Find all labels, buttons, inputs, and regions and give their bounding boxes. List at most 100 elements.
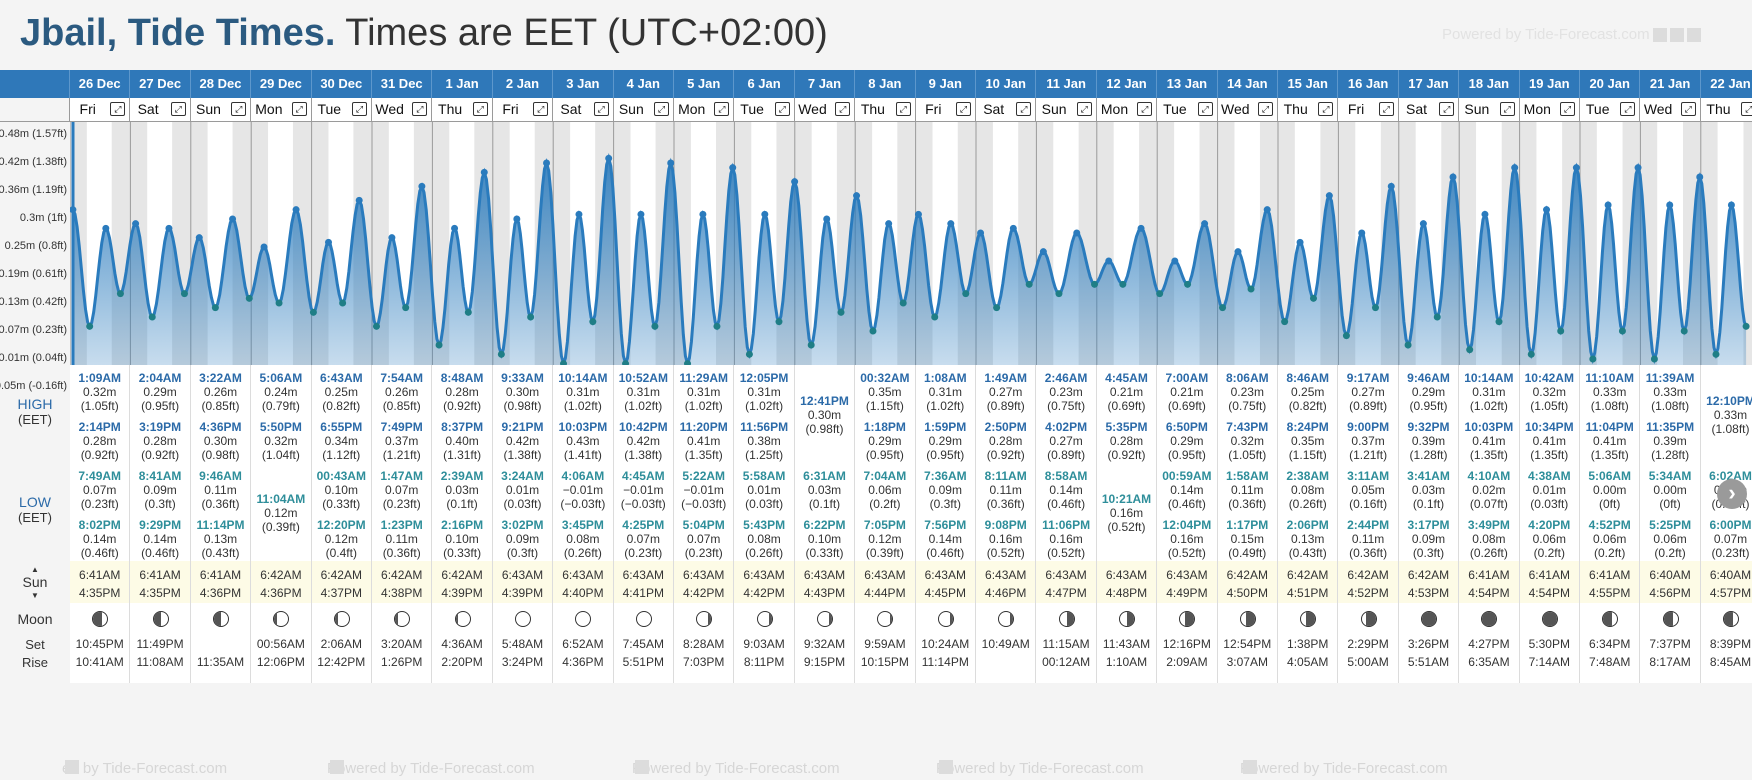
low-label: LOW (EET) <box>0 494 70 534</box>
expand-icon[interactable]: ⤢ <box>1076 102 1092 116</box>
sunrise-arrow-icon: ▲ <box>31 565 39 574</box>
high-tide-entry: 11:10AM 0.33m (1.08ft) <box>1580 371 1639 413</box>
expand-icon[interactable]: ⤢ <box>1197 102 1213 116</box>
tide-height-m: 0.28m <box>143 434 177 448</box>
moonset-time: 12:54PM <box>1223 637 1272 651</box>
high-tide-entry: 9:46AM 0.29m (0.95ft) <box>1399 371 1458 413</box>
low-tide-point <box>464 308 472 316</box>
tide-height-m: 0.12m <box>264 506 298 520</box>
expand-icon[interactable]: ⤢ <box>1499 102 1515 116</box>
expand-icon[interactable]: ⤢ <box>1137 102 1153 116</box>
expand-icon[interactable]: ⤢ <box>1620 102 1636 116</box>
low-cell: 4:45AM −0.01m (−0.03ft) 4:25PM 0.07m (0.23ft) <box>613 463 674 561</box>
expand-icon[interactable]: ⤢ <box>653 102 669 116</box>
moon-cell: 7:37PM 8:17AM <box>1640 603 1701 683</box>
expand-icon[interactable]: ⤢ <box>1680 102 1696 116</box>
date-header: 21 Jan <box>1640 70 1701 98</box>
tide-height-m: 0.06m <box>1593 532 1627 546</box>
low-tide-point <box>497 350 505 358</box>
tide-time: 1:49AM <box>984 371 1028 385</box>
tide-height-ft: (−0.03ft) <box>681 497 727 511</box>
expand-icon[interactable]: ⤢ <box>1439 102 1455 116</box>
expand-icon[interactable]: ⤢ <box>714 102 730 116</box>
expand-icon[interactable]: ⤢ <box>1559 102 1575 116</box>
tide-time: 7:54AM <box>380 371 424 385</box>
day-name: Mon <box>1100 101 1129 117</box>
sunset-time: 4:36PM <box>260 586 302 600</box>
y-axis-label: 0.48m (1.57ft) <box>0 128 67 140</box>
expand-icon[interactable]: ⤢ <box>412 102 428 116</box>
tide-height-ft: (0.39ft) <box>865 546 904 560</box>
moonset-time: 1:38PM <box>1287 637 1329 651</box>
moonrise-time: 2:20PM <box>441 655 483 669</box>
high-tide-point <box>823 215 831 223</box>
expand-icon[interactable]: ⤢ <box>533 102 549 116</box>
expand-icon[interactable]: ⤢ <box>1741 102 1752 116</box>
moonset-time: 6:52AM <box>562 637 604 651</box>
high-tide-point <box>575 210 583 218</box>
expand-icon[interactable]: ⤢ <box>593 102 609 116</box>
low-cell: 5:58AM 0.01m (0.03ft) 5:43PM 0.08m (0.26ft) <box>734 463 795 561</box>
tide-height-ft: (0.46ft) <box>1047 497 1086 511</box>
tide-height-ft: (0.82ft) <box>322 399 361 413</box>
expand-icon[interactable]: ⤢ <box>835 102 851 116</box>
tide-height-m: 0.32m <box>83 385 117 399</box>
moonrise-time: 3:07AM <box>1226 655 1268 669</box>
low-tide-point <box>1281 318 1289 326</box>
tide-time: 11:20PM <box>679 420 728 434</box>
expand-icon[interactable]: ⤢ <box>1016 102 1032 116</box>
expand-icon[interactable]: ⤢ <box>1257 102 1273 116</box>
low-tide-entry: 7:36AM 0.09m (0.3ft) <box>916 469 975 511</box>
low-tide-point <box>1184 280 1192 288</box>
low-cell: 8:41AM 0.09m (0.3ft) 9:29PM 0.14m (0.46ft) <box>130 463 191 561</box>
low-tide-point <box>275 299 283 307</box>
day-header: Thu ⤢ <box>855 98 916 122</box>
expand-icon[interactable]: ⤢ <box>774 102 790 116</box>
moon-shadow <box>889 612 893 626</box>
tide-icon <box>330 760 344 774</box>
high-tide-entry: 8:37PM 0.40m (1.31ft) <box>432 420 491 462</box>
expand-icon[interactable]: ⤢ <box>291 102 307 116</box>
expand-icon[interactable]: ⤢ <box>472 102 488 116</box>
tide-time: 2:39AM <box>440 469 484 483</box>
moon-phase-icon <box>454 611 471 627</box>
expand-icon[interactable]: ⤢ <box>231 102 247 116</box>
tide-height-ft: (0.4ft) <box>325 546 357 560</box>
moon-shadow <box>455 612 459 626</box>
high-tide-entry: 1:49AM 0.27m (0.89ft) <box>976 371 1035 413</box>
low-tide-point <box>589 318 597 326</box>
tide-height-m: 0.05m <box>1351 483 1385 497</box>
low-cell: 2:38AM 0.08m (0.26ft) 2:06PM 0.13m (0.43ft) <box>1278 463 1339 561</box>
high-tide-point <box>1543 206 1551 214</box>
powered-by-top[interactable]: Powered by Tide-Forecast.com <box>1442 26 1701 43</box>
tide-time: 2:04AM <box>138 371 182 385</box>
expand-icon[interactable]: ⤢ <box>1378 102 1394 116</box>
tide-height-m: 0.24m <box>264 385 298 399</box>
expand-icon[interactable]: ⤢ <box>1318 102 1334 116</box>
next-arrow-button[interactable]: › <box>1717 479 1747 509</box>
tide-height-ft: (0.3ft) <box>929 497 961 511</box>
tide-icon <box>1686 28 1701 43</box>
low-tide-point <box>931 313 939 321</box>
date-header: 13 Jan <box>1157 70 1218 98</box>
high-cell: 8:46AM 0.25m (0.82ft) 8:24PM 0.35m (1.15ft) <box>1278 365 1339 463</box>
powered-by-bottom-text: ed by Tide-Forecast.com <box>62 760 228 776</box>
moon-cell: 5:30PM 7:14AM <box>1519 603 1580 683</box>
expand-icon[interactable]: ⤢ <box>895 102 911 116</box>
tide-height-m: 0.12m <box>868 532 902 546</box>
tide-height-ft: (0.46ft) <box>1167 497 1206 511</box>
tide-height-ft: (1.05ft) <box>80 399 119 413</box>
expand-icon[interactable]: ⤢ <box>110 102 126 116</box>
tide-height-m: 0.11m <box>204 483 237 497</box>
sunset-time: 4:35PM <box>79 586 121 600</box>
tide-height-ft: (1.02ft) <box>563 399 602 413</box>
tide-icon <box>1669 28 1684 43</box>
moon-phase-icon <box>1058 611 1075 627</box>
tide-height-m: 0.33m <box>1653 385 1687 399</box>
low-tide-point <box>211 304 219 312</box>
sunrise-time: 6:42AM <box>1226 568 1268 582</box>
expand-icon[interactable]: ⤢ <box>170 102 186 116</box>
expand-icon[interactable]: ⤢ <box>955 102 971 116</box>
tide-height-m: 0.29m <box>1411 385 1446 399</box>
expand-icon[interactable]: ⤢ <box>351 102 367 116</box>
